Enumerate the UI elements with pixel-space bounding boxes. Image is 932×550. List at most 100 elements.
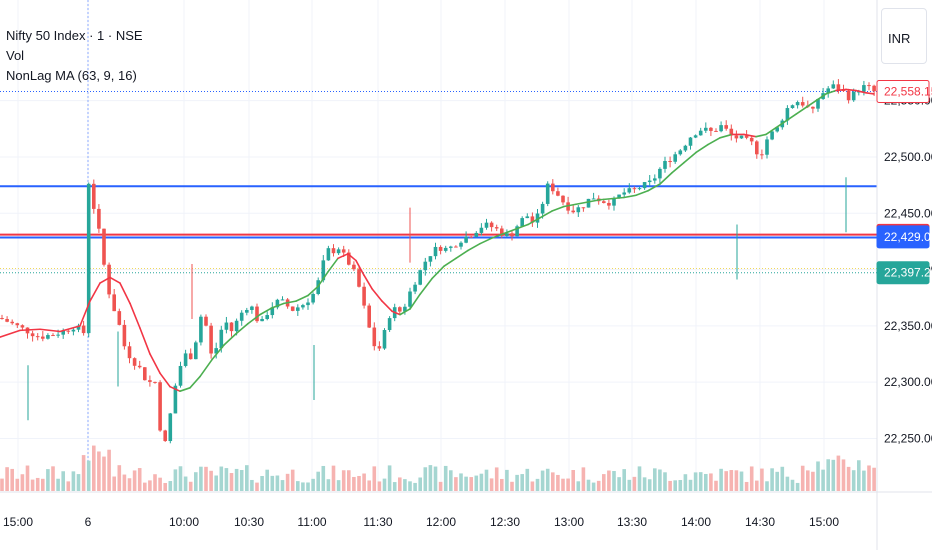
volume-bar xyxy=(724,471,728,491)
ma-segment xyxy=(391,310,401,316)
volume-bar xyxy=(535,478,540,491)
y-tick-label: 22,500.00 xyxy=(884,150,932,164)
ma-segment xyxy=(551,205,565,212)
candle-body xyxy=(311,293,315,303)
candle-body xyxy=(494,227,499,229)
volume-bar xyxy=(76,474,81,491)
ma-segment xyxy=(611,196,625,200)
candle-body xyxy=(398,307,402,312)
volume-bar xyxy=(112,476,116,491)
volume-bar xyxy=(806,470,810,491)
ma-segment xyxy=(271,302,285,309)
ma-segment xyxy=(695,143,709,154)
horizontal-lines[interactable] xyxy=(0,185,877,239)
volume-bar xyxy=(749,466,754,491)
volume-bar xyxy=(545,468,550,491)
candle-body xyxy=(775,127,779,132)
volume-bar xyxy=(143,482,147,491)
ma-segment xyxy=(89,282,101,302)
candle-body xyxy=(443,247,448,251)
volume-bar xyxy=(647,479,652,491)
volume-legend[interactable]: Vol xyxy=(6,48,25,63)
candle-body xyxy=(714,130,718,132)
volume-bar xyxy=(581,467,586,491)
volume-bar xyxy=(556,474,560,491)
candle-body xyxy=(459,242,463,247)
ma-segment xyxy=(283,300,297,305)
candle-body xyxy=(331,248,336,254)
candle-body xyxy=(576,207,581,213)
ma-segment xyxy=(755,133,767,138)
volume-bar xyxy=(275,475,280,491)
indicator-legend[interactable]: NonLag MA (63, 9, 16) xyxy=(6,68,137,83)
volume-bar xyxy=(765,481,769,491)
volume-bar xyxy=(540,470,545,491)
candle-body xyxy=(790,105,795,109)
candle-body xyxy=(178,365,183,386)
candle-body xyxy=(183,353,188,366)
volume-bar xyxy=(316,471,320,491)
ma-segment xyxy=(199,358,213,378)
volume-bar xyxy=(20,474,25,491)
volume-bar xyxy=(627,479,632,491)
ma-segment xyxy=(647,183,661,192)
y-tick-label: 22,350.00 xyxy=(884,319,932,333)
candle-body xyxy=(137,365,142,368)
ma-segment xyxy=(223,332,237,346)
candle-body xyxy=(270,307,275,316)
volume-bar xyxy=(382,478,387,491)
volume-bar xyxy=(744,481,749,491)
candle-body xyxy=(30,333,35,337)
volume-bar xyxy=(525,468,530,491)
candle-body xyxy=(290,306,295,311)
ma-segment xyxy=(19,328,41,332)
ma-segment xyxy=(527,216,541,226)
candle-body xyxy=(127,346,132,359)
volume-bar xyxy=(637,466,642,491)
ma-segment xyxy=(671,161,685,174)
currency-button[interactable]: INR xyxy=(881,8,927,64)
ma-segment xyxy=(719,133,733,139)
candle-body xyxy=(724,125,728,129)
volume-bar xyxy=(35,477,40,491)
candle-body xyxy=(760,154,764,156)
candle-body xyxy=(260,318,264,322)
ma-segment xyxy=(479,237,493,245)
volume-bar xyxy=(372,466,377,491)
candle-body xyxy=(214,348,218,354)
candle-body xyxy=(51,335,55,337)
ma-segment xyxy=(347,253,357,262)
volume-bar xyxy=(591,482,596,491)
ma-segment xyxy=(765,126,777,136)
ma-segment xyxy=(825,89,837,95)
candle-body xyxy=(489,222,494,228)
ma-segment xyxy=(149,353,161,374)
candle-body xyxy=(627,188,632,193)
volume-bar xyxy=(398,477,402,491)
ma-segment xyxy=(743,133,757,138)
y-tick-label: 22,450.00 xyxy=(884,206,932,220)
volume-bar xyxy=(678,480,683,491)
volume-bar xyxy=(413,482,417,491)
volume-bar xyxy=(851,470,856,491)
candle-body xyxy=(739,135,744,139)
candle-body xyxy=(515,226,519,237)
volume-bar xyxy=(698,472,703,491)
volume-bar xyxy=(836,455,841,491)
candle-body xyxy=(97,208,101,229)
candle-body xyxy=(143,367,147,381)
candle-body xyxy=(66,330,71,332)
candle-body xyxy=(540,203,545,214)
candle-body xyxy=(265,315,269,319)
candle-body xyxy=(15,323,20,326)
candle-body xyxy=(357,269,361,287)
volume-bar xyxy=(683,474,688,491)
volume-bar xyxy=(734,470,739,491)
symbol-title[interactable]: Nifty 50 Index · 1 · NSE xyxy=(6,28,143,43)
volume-bar xyxy=(270,475,275,491)
candle-body xyxy=(454,246,458,248)
ma-segment xyxy=(169,385,181,392)
legend: Nifty 50 Index · 1 · NSE Vol NonLag MA (… xyxy=(6,26,143,86)
